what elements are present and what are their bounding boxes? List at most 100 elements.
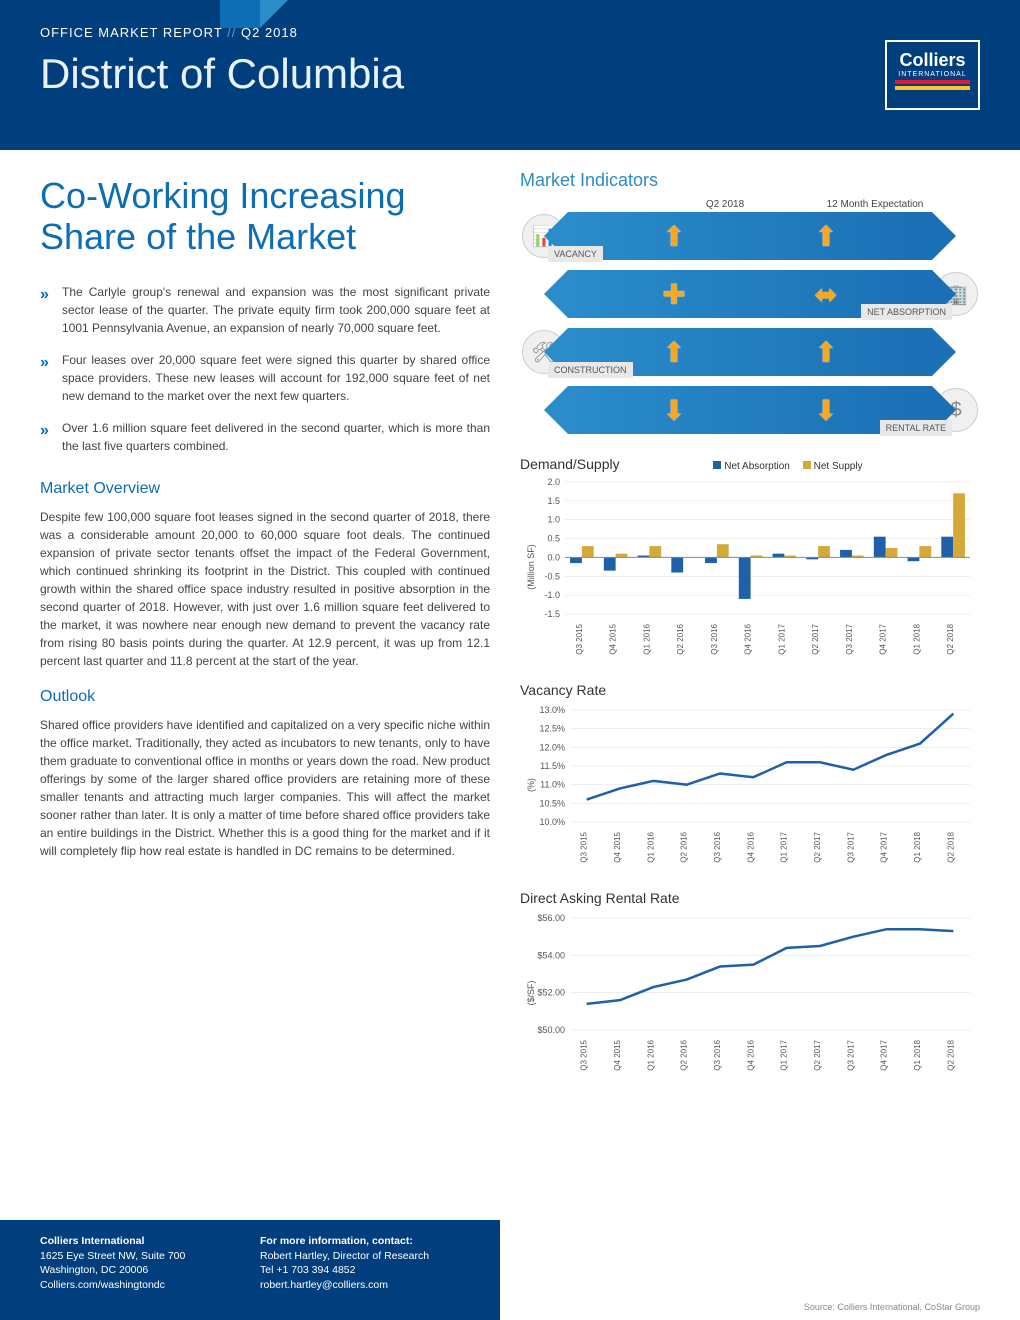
bullet-1: The Carlyle group's renewal and expansio…: [40, 283, 490, 337]
footer-contact-head: For more information, contact:: [260, 1234, 480, 1249]
bullet-2: Four leases over 20,000 square feet were…: [40, 351, 490, 405]
legend-label-absorption: Net Absorption: [724, 461, 790, 472]
svg-text:10.0%: 10.0%: [539, 817, 565, 827]
svg-text:Q3 2017: Q3 2017: [845, 623, 854, 654]
footer-contact-tel: Tel +1 703 394 4852: [260, 1263, 480, 1278]
legend-swatch-absorption: [713, 461, 721, 469]
svg-text:Q3 2015: Q3 2015: [580, 831, 589, 862]
footer-url: Colliers.com/washingtondc: [40, 1278, 260, 1293]
svg-text:13.0%: 13.0%: [539, 705, 565, 715]
indicator-label: CONSTRUCTION: [548, 362, 633, 378]
svg-text:Q1 2018: Q1 2018: [913, 831, 922, 862]
headline: Co-Working Increasing Share of the Marke…: [40, 175, 490, 258]
svg-text:0.0: 0.0: [547, 552, 560, 562]
svg-text:Q2 2017: Q2 2017: [813, 831, 822, 862]
key-points-list: The Carlyle group's renewal and expansio…: [40, 283, 490, 455]
footer-company: Colliers International: [40, 1234, 260, 1249]
market-indicators-title: Market Indicators: [520, 170, 980, 191]
svg-text:Q1 2018: Q1 2018: [913, 1039, 922, 1070]
svg-text:Q2 2017: Q2 2017: [813, 1039, 822, 1070]
indicator-row-vacancy: 📊 VACANCY ⬆ ⬆: [520, 210, 980, 262]
vacancy-title: Vacancy Rate: [520, 682, 980, 698]
indicator-label: NET ABSORPTION: [861, 304, 952, 320]
svg-text:Q2 2016: Q2 2016: [676, 623, 685, 654]
svg-text:Q1 2018: Q1 2018: [912, 623, 921, 654]
indicator-banner: NET ABSORPTION ✚ ⬌: [568, 270, 932, 318]
svg-text:$54.00: $54.00: [537, 950, 565, 960]
vacancy-chart-svg: 10.0%10.5%11.0%11.5%12.0%12.5%13.0%(%)Q3…: [520, 700, 980, 870]
overview-title: Market Overview: [40, 480, 490, 498]
mi-col-expectation: 12 Month Expectation: [800, 199, 950, 210]
outlook-title: Outlook: [40, 688, 490, 706]
svg-text:Q2 2017: Q2 2017: [811, 623, 820, 654]
footer-contact: For more information, contact: Robert Ha…: [260, 1234, 480, 1306]
overview-text: Despite few 100,000 square foot leases s…: [40, 508, 490, 670]
svg-text:Q3 2016: Q3 2016: [713, 1039, 722, 1070]
vacancy-chart: Vacancy Rate 10.0% 10.5% 11.0% 11.5% 12.0% 12…: [520, 682, 980, 870]
colliers-logo: Colliers INTERNATIONAL: [885, 40, 980, 110]
svg-text:(Million SF): (Million SF): [526, 544, 536, 590]
svg-text:Q4 2016: Q4 2016: [744, 623, 753, 654]
header-banner: OFFICE MARKET REPORT // Q2 2018 District…: [0, 0, 1020, 150]
svg-text:Q1 2017: Q1 2017: [780, 1039, 789, 1070]
right-column: Market Indicators Q2 2018 12 Month Expec…: [510, 150, 1020, 1098]
svg-text:12.0%: 12.0%: [539, 742, 565, 752]
svg-text:Q2 2016: Q2 2016: [680, 831, 689, 862]
logo-red-bar: [895, 80, 970, 84]
arrow-current-icon: ⬆: [662, 220, 685, 253]
mi-col-current: Q2 2018: [650, 199, 800, 210]
indicator-row-net-absorption: NET ABSORPTION ✚ ⬌ 🏢: [520, 268, 980, 320]
svg-text:Q4 2017: Q4 2017: [879, 623, 888, 654]
svg-text:Q4 2015: Q4 2015: [613, 1039, 622, 1070]
bullet-3: Over 1.6 million square feet delivered i…: [40, 419, 490, 455]
indicator-banner: CONSTRUCTION ⬆ ⬆: [568, 328, 932, 376]
svg-text:12.5%: 12.5%: [539, 724, 565, 734]
indicator-label: RENTAL RATE: [880, 420, 952, 436]
header-accent-light: [260, 0, 288, 28]
svg-text:$50.00: $50.00: [537, 1025, 565, 1035]
legend-swatch-supply: [803, 461, 811, 469]
svg-text:Q1 2017: Q1 2017: [780, 831, 789, 862]
footer-banner: Colliers International 1625 Eye Street N…: [0, 1220, 500, 1320]
indicator-label: VACANCY: [548, 246, 603, 262]
indicator-row-construction: 🛠 CONSTRUCTION ⬆ ⬆: [520, 326, 980, 378]
arrow-expectation-icon: ⬆: [814, 336, 837, 369]
market-indicators-rows: 📊 VACANCY ⬆ ⬆ NET ABSORPTION ✚ ⬌ 🏢 🛠 CONS…: [520, 210, 980, 436]
indicator-banner: RENTAL RATE ⬇ ⬇: [568, 386, 932, 434]
source-attribution: Source: Colliers International, CoStar G…: [804, 1302, 980, 1312]
svg-text:Q2 2016: Q2 2016: [680, 1039, 689, 1070]
svg-text:Q1 2016: Q1 2016: [646, 1039, 655, 1070]
svg-text:Q4 2017: Q4 2017: [880, 1039, 889, 1070]
svg-text:Q3 2015: Q3 2015: [580, 1039, 589, 1070]
logo-yellow-bar: [895, 86, 970, 90]
svg-text:11.5%: 11.5%: [540, 761, 565, 771]
svg-text:10.5%: 10.5%: [539, 798, 565, 808]
svg-text:-0.5: -0.5: [544, 571, 560, 581]
footer-address: Colliers International 1625 Eye Street N…: [40, 1234, 260, 1306]
ds-legend: Net Absorption Net Supply: [703, 461, 862, 472]
region-title: District of Columbia: [40, 50, 980, 98]
svg-text:1.5: 1.5: [547, 496, 560, 506]
arrow-current-icon: ⬇: [662, 394, 685, 427]
market-indicators-header: Q2 2018 12 Month Expectation: [520, 199, 980, 210]
svg-text:Q4 2016: Q4 2016: [746, 831, 755, 862]
svg-text:$52.00: $52.00: [537, 988, 565, 998]
rental-chart: Direct Asking Rental Rate $50.00$52.00$5…: [520, 890, 980, 1078]
legend-label-supply: Net Supply: [814, 461, 863, 472]
arrow-expectation-icon: ⬇: [814, 394, 837, 427]
footer-addr1: 1625 Eye Street NW, Suite 700: [40, 1249, 260, 1264]
demand-supply-chart: Demand/Supply Net Absorption Net Supply …: [520, 456, 980, 662]
svg-text:Q3 2016: Q3 2016: [710, 623, 719, 654]
arrow-expectation-icon: ⬆: [814, 220, 837, 253]
svg-text:Q1 2016: Q1 2016: [646, 831, 655, 862]
svg-text:Q3 2017: Q3 2017: [846, 1039, 855, 1070]
svg-text:Q4 2015: Q4 2015: [613, 831, 622, 862]
svg-text:Q4 2017: Q4 2017: [880, 831, 889, 862]
svg-text:11.0%: 11.0%: [540, 780, 565, 790]
rental-chart-svg: $50.00$52.00$54.00$56.00($/SF)Q3 2015Q4 …: [520, 908, 980, 1078]
logo-text: Colliers: [899, 50, 965, 70]
svg-text:Q3 2015: Q3 2015: [575, 623, 584, 654]
svg-text:Q4 2015: Q4 2015: [609, 623, 618, 654]
svg-text:-1.5: -1.5: [544, 609, 560, 619]
svg-text:0.5: 0.5: [547, 534, 560, 544]
